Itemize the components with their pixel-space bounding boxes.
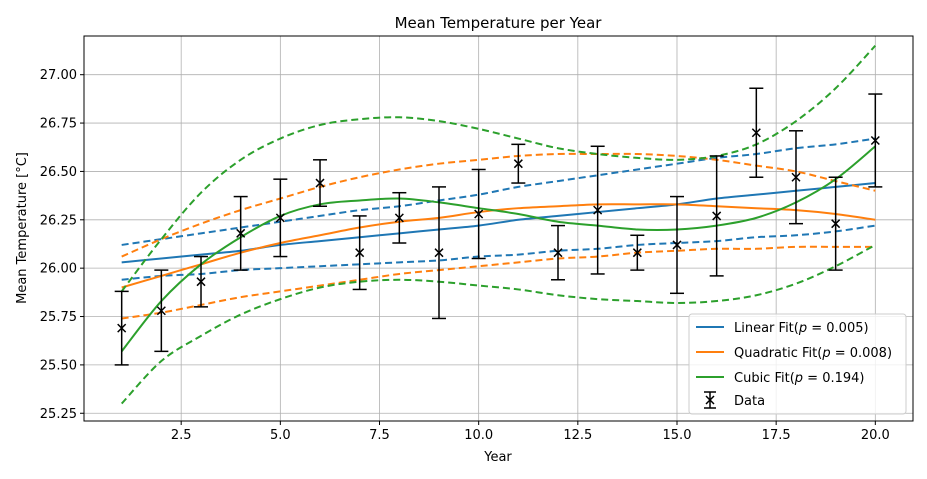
x-marker [275, 213, 285, 223]
data-point [749, 87, 764, 178]
quadratic-fit-line [121, 203, 876, 289]
data-point [392, 191, 407, 244]
x-marker [355, 248, 365, 258]
data-point [590, 145, 605, 275]
x-marker [117, 323, 127, 333]
data-point [709, 155, 724, 277]
chart-title: Mean Temperature per Year [395, 14, 603, 32]
y-tick-label: 27.00 [40, 68, 77, 83]
data-point [114, 290, 129, 366]
data-point [828, 176, 843, 271]
x-marker [196, 277, 206, 287]
y-tick-label: 25.25 [40, 407, 77, 422]
legend-marker-data [704, 391, 716, 409]
data-point [154, 269, 169, 353]
x-tick-label: 2.5 [171, 428, 192, 443]
x-marker [831, 219, 841, 229]
y-tick-label: 25.50 [40, 358, 77, 373]
x-axis-ticks: 2.5 5.0 7.5 10.0 12.5 15.0 17.5 20.0 [171, 421, 890, 443]
y-tick-label: 26.50 [40, 165, 77, 180]
data-point [669, 195, 684, 295]
quadratic-fit-upper-band [121, 152, 876, 258]
legend: Linear Fit(p = 0.005) Quadratic Fit(p = … [688, 313, 907, 415]
data-point [352, 215, 367, 291]
cubic-fit-lower-band [120, 244, 876, 405]
y-tick-label: 26.25 [40, 213, 77, 228]
x-marker [236, 228, 246, 238]
data-point [313, 159, 328, 208]
x-tick-label: 20.0 [861, 428, 890, 443]
x-tick-label: 5.0 [270, 428, 291, 443]
x-marker [791, 172, 801, 182]
data-point [432, 186, 447, 320]
data-point [471, 168, 486, 260]
x-marker [474, 209, 484, 219]
data-point [788, 130, 803, 225]
plot-frame [83, 35, 914, 422]
y-tick-label: 26.75 [40, 117, 77, 132]
x-tick-label: 10.0 [464, 428, 493, 443]
x-marker [553, 248, 563, 258]
data-point [868, 93, 883, 188]
data-point [550, 224, 565, 281]
quadratic-fit-lower-band [121, 245, 876, 320]
x-tick-label: 12.5 [563, 428, 592, 443]
x-marker [632, 248, 642, 258]
cubic-fit-upper-band [120, 44, 877, 292]
x-marker [315, 178, 325, 188]
legend-label-quadratic: Quadratic Fit(p = 0.008) [734, 346, 892, 361]
legend-label-linear: Linear Fit(p = 0.005) [734, 321, 869, 336]
x-marker [156, 306, 166, 316]
x-marker [394, 213, 404, 223]
x-axis-label: Year [483, 450, 512, 465]
legend-box [688, 313, 907, 415]
y-tick-label: 26.00 [40, 262, 77, 277]
x-marker [434, 248, 444, 258]
data-point [233, 195, 248, 271]
x-marker [712, 211, 722, 221]
x-tick-label: 17.5 [762, 428, 791, 443]
x-marker [751, 128, 761, 138]
linear-fit-upper-band [121, 137, 876, 246]
linear-fit-line [121, 182, 876, 264]
data-points [114, 87, 883, 366]
data-point [511, 143, 526, 184]
data-point [194, 255, 209, 308]
x-marker [593, 205, 603, 215]
y-axis-label: Mean Temperature [°C] [15, 152, 30, 304]
x-tick-label: 15.0 [663, 428, 692, 443]
x-marker [870, 135, 880, 146]
data-point [630, 234, 645, 271]
x-marker [513, 159, 523, 169]
data-point [273, 178, 288, 258]
x-tick-label: 7.5 [369, 428, 390, 443]
legend-label-cubic: Cubic Fit(p = 0.194) [734, 371, 865, 386]
y-tick-label: 25.75 [40, 310, 77, 325]
legend-label-data: Data [734, 394, 765, 409]
y-axis-ticks: 25.25 25.50 25.75 26.00 26.25 26.50 26.75 27.00 [40, 68, 84, 422]
x-marker [672, 240, 682, 250]
